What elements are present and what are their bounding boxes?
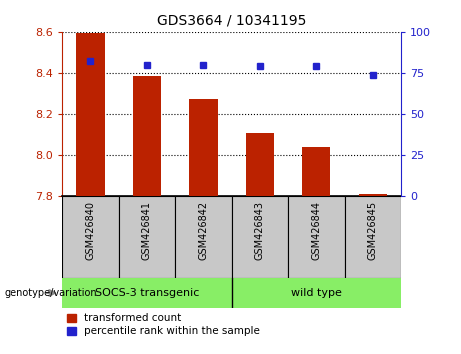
Text: GSM426841: GSM426841 (142, 200, 152, 259)
Text: GSM426840: GSM426840 (85, 200, 95, 259)
Bar (288, 196, 344, 278)
Text: SOCS-3 transgenic: SOCS-3 transgenic (95, 288, 199, 298)
Bar (231, 278, 401, 308)
Text: wild type: wild type (291, 288, 342, 298)
Text: GSM426842: GSM426842 (198, 200, 208, 260)
Text: genotype/variation: genotype/variation (5, 288, 97, 298)
Bar (231, 196, 288, 278)
Bar (344, 196, 401, 278)
Text: GSM426844: GSM426844 (311, 200, 321, 259)
Bar (302, 147, 331, 196)
Text: GSM426843: GSM426843 (255, 200, 265, 259)
Bar (133, 76, 161, 196)
Bar (62, 278, 231, 308)
Legend: transformed count, percentile rank within the sample: transformed count, percentile rank withi… (67, 313, 260, 336)
Bar (189, 99, 218, 196)
Bar (77, 33, 105, 196)
Bar (246, 133, 274, 196)
Text: GSM426845: GSM426845 (368, 200, 378, 260)
Bar (175, 196, 231, 278)
Bar (359, 194, 387, 196)
Title: GDS3664 / 10341195: GDS3664 / 10341195 (157, 14, 307, 28)
Bar (62, 196, 118, 278)
Bar (118, 196, 175, 278)
